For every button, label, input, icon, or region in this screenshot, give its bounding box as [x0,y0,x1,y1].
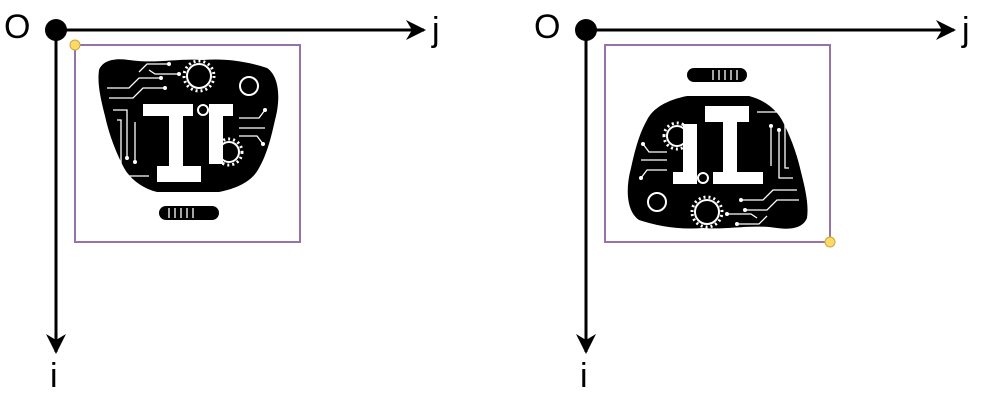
corner-marker [824,236,836,248]
j-axis-label: j [962,11,970,49]
circuit-gear-emblem [96,57,280,222]
circuit-gear-emblem-rotated [626,66,810,231]
origin-dot [45,19,67,41]
i-axis-label: i [50,357,58,395]
image-frame [604,44,831,243]
corner-marker [69,39,81,51]
origin-label: O [4,8,31,46]
panel-right-diagram [575,19,956,354]
image-frame [74,44,301,243]
panel-left-diagram [45,19,426,354]
panel-left: O j i [4,8,440,395]
i-axis-label: i [580,357,588,395]
origin-dot [575,19,597,41]
j-axis-label: j [432,11,440,49]
origin-label: O [534,8,561,46]
panel-right: O j i [530,0,984,403]
